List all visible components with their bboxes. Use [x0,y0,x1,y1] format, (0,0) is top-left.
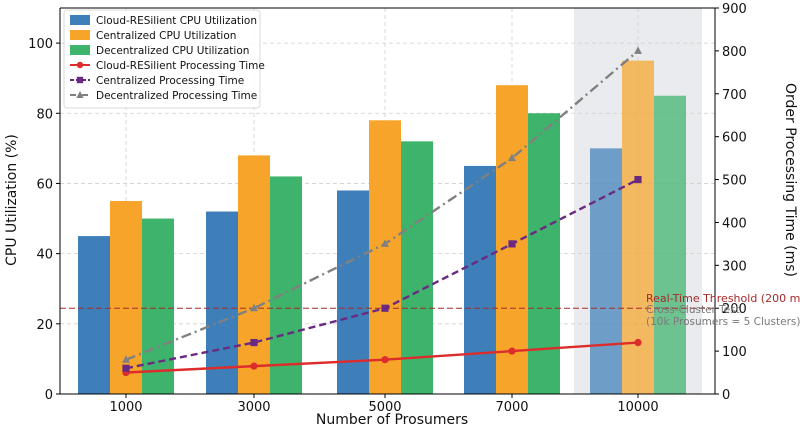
bar-decentralized-7000 [528,113,560,394]
threshold-label: Real-Time Threshold (200 ms) [646,292,800,305]
marker-centralized-1000 [122,364,130,372]
y-right-tick-label: 100 [722,345,747,360]
y-right-tick-label: 400 [722,216,747,231]
marker-centralized-3000 [250,338,258,347]
y-right-tick-label: 500 [722,174,747,189]
y-right-tick-label: 200 [722,302,747,317]
bar-decentralized-3000 [270,176,302,394]
marker-centralized-10000 [634,175,642,184]
x-tick-label-7000: 7000 [495,400,528,415]
legend-swatch-centralized-cpu [70,30,90,40]
legend-label-centralized-cpu: Centralized CPU Utilization [96,30,236,42]
legend-swatch-cloud-cpu [70,15,90,25]
y-left-tick-label: 20 [36,318,53,333]
y-right-tick-label: 300 [722,259,747,274]
y-right-tick-label: 0 [722,388,730,403]
marker-cloud-5000 [381,356,389,364]
cross-cluster-label-line1: Cross-Cluster Test [646,304,740,316]
bar-decentralized-10000 [654,95,686,395]
y-axis-label-left: CPU Utilization (%) [4,134,20,266]
bar-decentralized-1000 [142,218,174,394]
y-right-tick-label: 700 [722,88,747,103]
marker-decentralized-5000 [381,239,389,247]
x-tick-label-10000: 10000 [617,400,658,415]
legend-label-cloud-cpu: Cloud-RESilient CPU Utilization [96,15,257,27]
legend-box [63,9,261,109]
y-right-tick-label: 900 [722,2,747,17]
bar-centralized-3000 [238,155,270,394]
legend-marker-cloud-time [76,61,84,69]
x-tick-label-1000: 1000 [109,400,142,415]
x-tick-label-3000: 3000 [237,400,270,415]
marker-decentralized-3000 [250,303,258,312]
y-left-tick-label: 40 [36,248,53,263]
legend-marker-centralized-time [76,76,84,84]
y-left-tick-label: 80 [36,107,53,122]
bar-centralized-10000 [622,60,654,395]
bar-cloud-10000 [590,148,622,394]
marker-cloud-7000 [508,347,516,355]
legend-label-decentralized-cpu: Decentralized CPU Utilization [96,45,249,57]
y-right-tick-label: 600 [722,131,747,146]
marker-decentralized-1000 [122,355,130,363]
y-left-tick-label: 0 [45,388,53,403]
bar-decentralized-5000 [401,141,433,394]
bar-cloud-5000 [337,190,369,394]
legend-marker-decentralized-time [76,91,84,98]
legend-label-cloud-time: Cloud-RESilient Processing Time [96,60,265,72]
legend-label-decentralized-time: Decentralized Processing Time [96,90,257,102]
marker-cloud-10000 [634,338,642,347]
y-axis-label-right: Order Processing Time (ms) [782,83,798,277]
x-tick-label-5000: 5000 [368,400,401,415]
y-left-tick-label: 60 [36,177,53,192]
legend-label-centralized-time: Centralized Processing Time [96,75,244,87]
bar-cloud-1000 [78,236,110,394]
marker-decentralized-7000 [508,153,516,162]
bar-cloud-7000 [464,165,496,394]
legend-swatch-decentralized-cpu [70,45,90,55]
legend: Cloud-RESilient CPU Utilization Centraliz… [63,9,265,109]
marker-cloud-3000 [250,362,258,370]
y-left-tick-label: 100 [28,37,53,52]
x-axis-label: Number of Prosumers [316,412,468,428]
marker-centralized-5000 [381,304,389,312]
marker-decentralized-10000 [634,46,642,54]
bar-centralized-5000 [369,120,401,395]
y-right-tick-label: 800 [722,45,747,60]
cross-cluster-label-line2: (10k Prosumers = 5 Clusters) [646,316,800,328]
bar-cloud-3000 [206,211,238,394]
marker-centralized-7000 [508,240,516,248]
